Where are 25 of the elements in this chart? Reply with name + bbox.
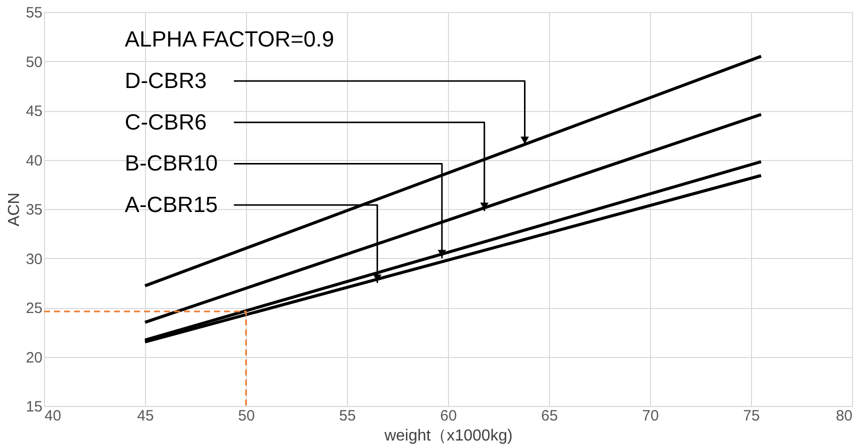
y-tick-label: 15 [26, 398, 42, 416]
annotation: B-CBR10 [124, 150, 218, 176]
x-tick-label: 75 [743, 408, 760, 424]
y-tick-label: 55 [26, 4, 42, 22]
y-axis-title: ACN [6, 192, 23, 226]
y-tick-label: 20 [26, 349, 42, 366]
x-tick-label: 45 [137, 408, 154, 424]
x-tick-label: 80 [836, 408, 852, 424]
annotation: ALPHA FACTOR=0.9 [124, 26, 334, 52]
annotation: C-CBR6 [124, 109, 207, 134]
x-tick-label: 50 [238, 408, 255, 424]
y-tick-label: 40 [26, 152, 42, 170]
y-tick-label: 35 [26, 202, 42, 218]
x-tick-label: 60 [440, 408, 457, 424]
y-tick-label: 25 [26, 300, 42, 317]
y-tick-label: 50 [26, 54, 42, 71]
x-tick-label: 70 [642, 408, 659, 424]
y-tick-label: 45 [26, 103, 42, 120]
annotation: A-CBR15 [124, 192, 218, 218]
x-tick-label: 40 [44, 408, 62, 424]
x-tick-label: 65 [541, 408, 558, 424]
x-tick-label: 55 [339, 408, 356, 424]
annotation: D-CBR3 [124, 68, 207, 93]
y-tick-label: 30 [26, 250, 42, 268]
x-axis-title: weight（x1000kg) [383, 428, 513, 444]
